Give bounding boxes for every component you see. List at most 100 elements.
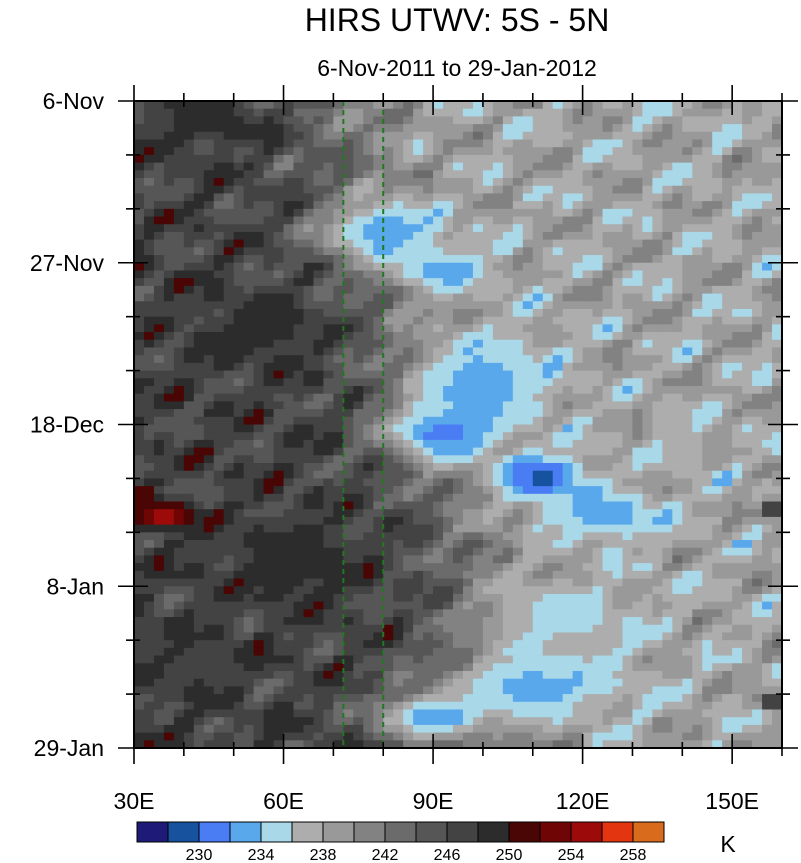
heat-cell (572, 278, 584, 287)
heat-cell (443, 570, 454, 580)
heat-cell (662, 393, 673, 402)
heat-cell (293, 324, 305, 333)
heat-cell (263, 378, 275, 387)
heat-cell (393, 239, 404, 248)
heat-cell (134, 640, 145, 649)
heat-cell (303, 416, 315, 426)
heat-cell (472, 624, 484, 634)
heat-cell (752, 108, 763, 117)
heat-cell (632, 293, 644, 302)
heat-cell (662, 178, 673, 187)
heat-cell (762, 540, 773, 549)
heat-cell (702, 463, 713, 472)
heat-cell (423, 563, 434, 572)
heat-cell (283, 486, 295, 495)
heat-cell (134, 455, 145, 464)
heat-cell (243, 116, 255, 125)
heat-cell (143, 378, 155, 387)
heat-cell (632, 593, 644, 603)
heat-cell (732, 570, 743, 580)
heat-cell (642, 154, 653, 164)
heat-cell (293, 193, 305, 202)
heat-cell (492, 401, 504, 410)
heat-cell (512, 332, 524, 341)
heat-cell (293, 586, 305, 595)
heat-cell (433, 370, 444, 379)
heat-cell (243, 278, 255, 287)
heat-cell (233, 139, 245, 148)
heat-cell (492, 216, 504, 225)
heat-cell (642, 686, 653, 695)
heat-cell (622, 478, 634, 487)
heat-cell (542, 532, 554, 541)
heat-cell (333, 201, 344, 210)
heat-cell (153, 278, 165, 287)
heat-cell (453, 439, 464, 449)
heat-cell (333, 339, 344, 349)
heat-cell (602, 378, 614, 387)
heat-cell (552, 570, 564, 580)
heat-cell (472, 201, 484, 210)
heat-cell (163, 563, 175, 572)
heat-cell (183, 332, 195, 341)
heat-cell (163, 270, 175, 279)
heat-cell (752, 547, 763, 557)
heat-cell (213, 185, 225, 195)
heat-cell (403, 563, 414, 572)
heat-cell (772, 308, 782, 318)
heat-cell (203, 455, 215, 464)
heat-cell (632, 416, 644, 426)
heat-cell (163, 447, 175, 456)
heat-cell (602, 409, 614, 418)
heat-cell (143, 154, 155, 164)
heat-cell (153, 563, 165, 572)
heat-cell (602, 432, 614, 441)
heat-cell (572, 131, 584, 141)
heat-cell (532, 486, 544, 495)
heat-cell (592, 478, 604, 487)
heat-cell (712, 285, 723, 295)
heat-cell (662, 632, 673, 641)
heat-cell (712, 501, 723, 510)
heat-cell (502, 385, 514, 395)
heat-cell (692, 570, 703, 580)
heat-cell (682, 516, 693, 526)
heat-cell (662, 524, 673, 533)
heat-cell (692, 178, 703, 187)
heat-cell (363, 478, 374, 487)
heat-cell (542, 678, 554, 687)
heat-cell (482, 486, 494, 495)
heat-cell (662, 493, 673, 503)
heat-cell (153, 416, 165, 426)
heat-cell (582, 617, 594, 626)
heat-cell (582, 231, 594, 241)
heat-cell (373, 262, 384, 272)
heat-cell (772, 224, 782, 233)
heat-cell (134, 501, 145, 510)
heat-cell (253, 624, 265, 634)
heat-cell (532, 424, 544, 433)
heat-cell (233, 385, 245, 395)
heat-cell (313, 124, 325, 133)
heat-cell (612, 385, 624, 395)
heat-cell (682, 270, 693, 279)
heat-cell (303, 362, 315, 372)
heat-cell (732, 355, 743, 364)
heat-cell (173, 632, 185, 641)
heat-cell (323, 547, 334, 557)
heat-cell (253, 501, 265, 510)
heat-cell (572, 647, 584, 657)
heat-cell (612, 555, 624, 564)
heat-cell (572, 524, 584, 533)
heat-cell (333, 478, 344, 487)
heat-cell (612, 540, 624, 549)
heat-cell (522, 378, 534, 387)
heat-cell (343, 147, 354, 156)
heat-cell (403, 270, 414, 279)
heat-cell (662, 601, 673, 610)
chart-subtitle: 6-Nov-2011 to 29-Jan-2012 (317, 55, 597, 81)
heat-cell (303, 647, 315, 657)
heat-cell (343, 493, 354, 503)
heat-cell (602, 647, 614, 657)
heat-cell (253, 632, 265, 641)
